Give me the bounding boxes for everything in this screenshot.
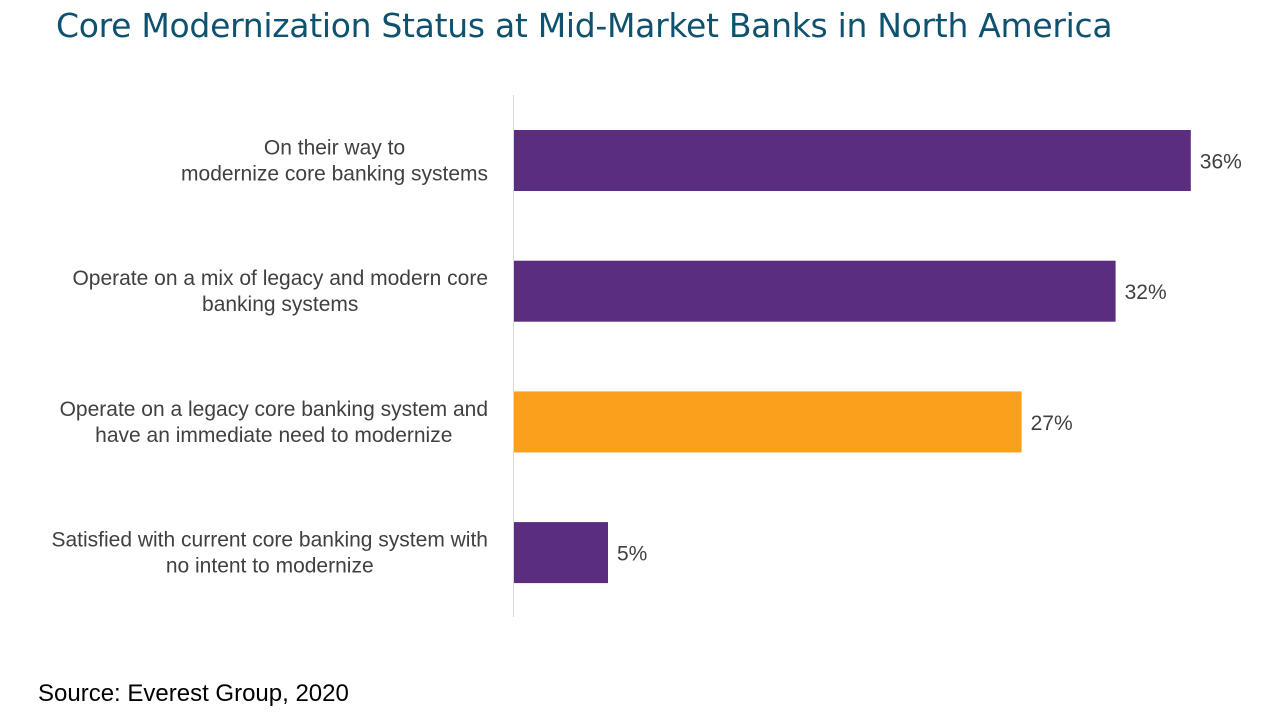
bar	[514, 391, 1022, 453]
category-label-line: Operate on a legacy core banking system …	[60, 398, 488, 421]
source-note: Source: Everest Group, 2020	[38, 680, 349, 707]
category-label: On their way to modernize core banking sy…	[181, 137, 488, 186]
category-label-line: modernize core banking systems	[181, 163, 488, 186]
category-label-line: have an immediate need to modernize	[95, 424, 452, 447]
value-label: 36%	[1200, 151, 1242, 174]
category-label: Operate on a legacy core banking system …	[60, 398, 488, 447]
bar	[514, 522, 608, 584]
category-label-line: banking systems	[202, 293, 358, 316]
category-label: Satisfied with current core banking syst…	[51, 529, 488, 578]
category-labels-layer: On their way to modernize core banking sy…	[51, 137, 488, 578]
category-label: Operate on a mix of legacy and modern co…	[72, 267, 488, 316]
value-label: 27%	[1031, 412, 1073, 435]
value-label: 5%	[617, 543, 647, 566]
category-label-line: On their way to	[264, 137, 405, 160]
category-label-line: no intent to modernize	[166, 555, 374, 578]
category-label-line: Satisfied with current core banking syst…	[51, 529, 488, 552]
bar	[514, 260, 1116, 322]
bars-layer	[514, 130, 1191, 584]
value-label: 32%	[1125, 281, 1167, 304]
value-labels-layer: 36% 32% 27% 5%	[617, 151, 1242, 566]
bar	[514, 130, 1191, 191]
chart-title: Core Modernization Status at Mid-Market …	[56, 6, 1113, 45]
category-label-line: Operate on a mix of legacy and modern co…	[72, 267, 488, 290]
